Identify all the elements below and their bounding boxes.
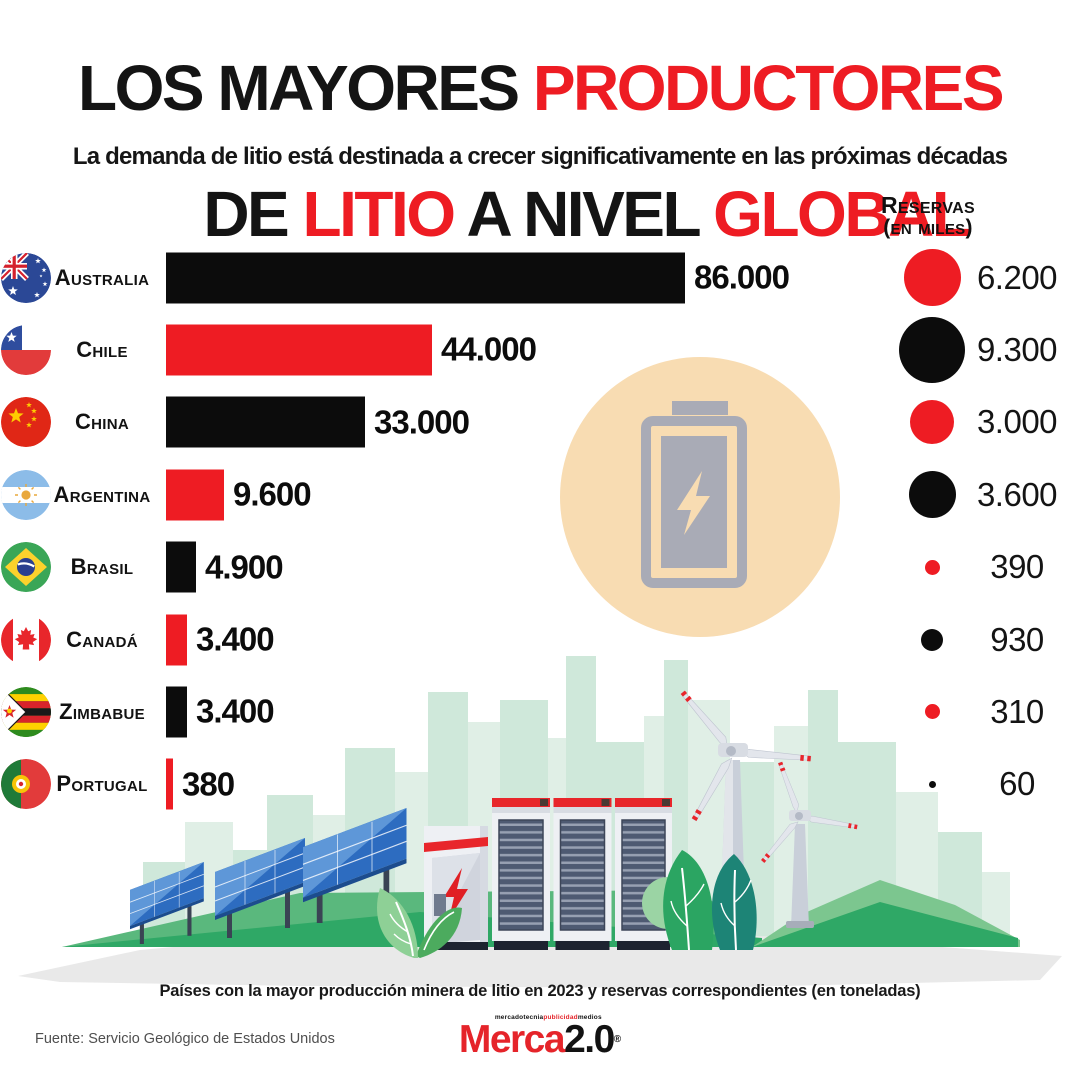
production-bar bbox=[166, 686, 187, 738]
country-label: Brasil bbox=[70, 554, 134, 580]
battery-medallion bbox=[560, 357, 840, 637]
production-value: 9.600 bbox=[233, 475, 312, 513]
production-value: 3.400 bbox=[196, 620, 275, 658]
reserves-column-header: Reservas (en miles) bbox=[858, 193, 998, 239]
reserve-dot bbox=[903, 249, 961, 306]
trees bbox=[642, 850, 757, 951]
reserve-dot bbox=[928, 780, 936, 788]
source-note: Fuente: Servicio Geológico de Estados Un… bbox=[35, 1031, 335, 1047]
solar-panels bbox=[129, 808, 407, 944]
title-red-1: PRODUCTORES bbox=[532, 51, 1005, 124]
country-label: Australia bbox=[54, 264, 150, 290]
reserve-dot bbox=[899, 316, 965, 383]
country-row: Australia 86.000 6.200 bbox=[0, 241, 1080, 314]
reserve-dot bbox=[910, 400, 954, 445]
reserve-dot bbox=[924, 559, 940, 575]
subtitle: La demanda de litio está destinada a cre… bbox=[72, 143, 1008, 170]
country-label: Portugal bbox=[56, 771, 148, 797]
reserves-header-line1: Reservas bbox=[880, 192, 975, 218]
flag-zimbabue-icon bbox=[1, 686, 51, 737]
title-black-2: DE bbox=[203, 177, 303, 250]
reserve-value: 390 bbox=[990, 548, 1044, 586]
logo-wordmark: Merca2.0® bbox=[458, 1018, 622, 1061]
reserve-value: 3.600 bbox=[976, 475, 1058, 513]
reserve-value: 6.200 bbox=[976, 258, 1058, 296]
plant bbox=[377, 888, 462, 958]
production-value: 380 bbox=[182, 765, 235, 803]
production-value: 4.900 bbox=[205, 548, 284, 586]
country-row: Brasil 4.900 390 bbox=[0, 531, 1080, 604]
production-value: 3.400 bbox=[196, 692, 275, 730]
country-row: Chile 44.000 9.300 bbox=[0, 313, 1080, 386]
title-black-3: A NIVEL bbox=[453, 177, 714, 250]
production-bar bbox=[166, 758, 173, 810]
title-red-2: LITIO bbox=[302, 177, 457, 250]
country-row: Portugal 380 60 bbox=[0, 748, 1080, 821]
production-value: 86.000 bbox=[694, 258, 790, 296]
reserves-header-line2: (en miles) bbox=[883, 216, 973, 239]
flag-argentina-icon bbox=[1, 469, 51, 520]
production-value: 44.000 bbox=[441, 330, 537, 368]
reserve-value: 60 bbox=[999, 765, 1035, 803]
reserve-dot bbox=[908, 471, 956, 519]
title-red-3: GLOBAL bbox=[713, 177, 971, 250]
production-value: 33.000 bbox=[374, 403, 470, 441]
wind-turbine-small bbox=[761, 761, 858, 928]
logo-tagline: mercadotecniapublicidadmedios bbox=[494, 1014, 602, 1021]
reserve-dot bbox=[924, 704, 940, 720]
country-label: Argentina bbox=[53, 481, 151, 507]
country-label: Canadá bbox=[66, 626, 138, 652]
country-label: Chile bbox=[76, 336, 128, 362]
country-row: Argentina 9.600 3.600 bbox=[0, 458, 1080, 531]
production-bar bbox=[166, 469, 224, 521]
production-bar bbox=[166, 324, 432, 376]
flag-australia-icon bbox=[1, 252, 51, 303]
flag-portugal-icon bbox=[1, 759, 51, 810]
title-black-1: LOS MAYORES bbox=[78, 51, 533, 124]
country-row: Canadá 3.400 930 bbox=[0, 603, 1080, 676]
production-bar bbox=[166, 614, 187, 665]
country-row: China 33.000 3.000 bbox=[0, 386, 1080, 459]
production-bar bbox=[166, 252, 685, 303]
country-label: Zimbabue bbox=[59, 698, 145, 724]
flag-china-icon bbox=[1, 397, 51, 448]
production-bar bbox=[166, 396, 365, 448]
country-row: Zimbabue 3.400 310 bbox=[0, 675, 1080, 748]
production-bar bbox=[166, 541, 196, 593]
brand-logo: mercadotecniapublicidadmedios Merca2.0® bbox=[0, 1012, 1080, 1059]
reserve-value: 3.000 bbox=[976, 403, 1058, 441]
chart-caption: Países con la mayor producción minera de… bbox=[159, 982, 921, 1000]
reserve-value: 930 bbox=[990, 620, 1044, 658]
battery-icon bbox=[641, 401, 747, 588]
reserve-value: 310 bbox=[990, 692, 1044, 730]
flag-brasil-icon bbox=[1, 542, 51, 593]
reserve-value: 9.300 bbox=[976, 330, 1058, 368]
country-label: China bbox=[74, 409, 130, 435]
page-title: LOS MAYORES PRODUCTORES DE LITIO A NIVEL… bbox=[0, 56, 1080, 246]
reserve-dot bbox=[921, 628, 943, 651]
